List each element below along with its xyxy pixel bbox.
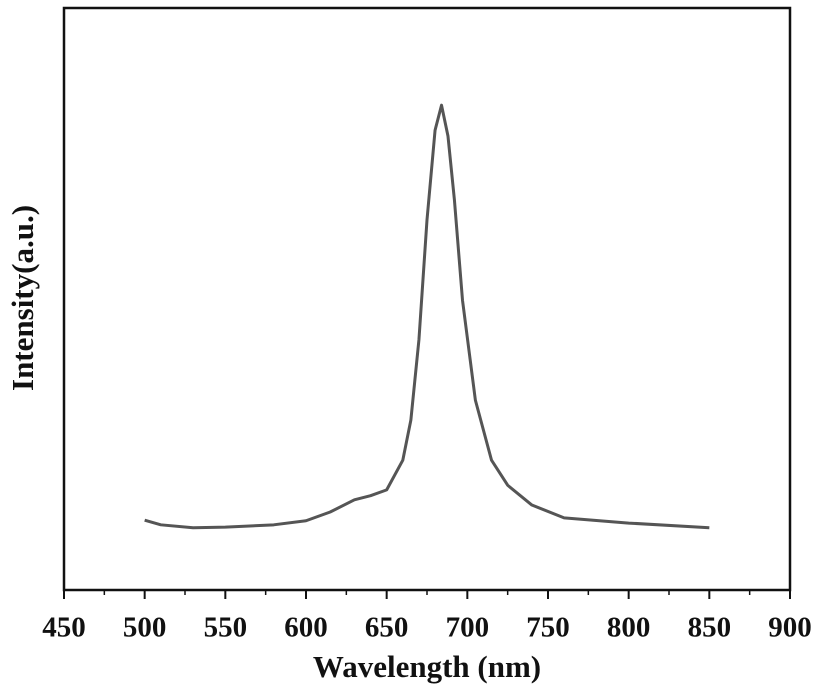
x-tick-label: 750 — [526, 612, 570, 644]
plot-frame — [62, 6, 792, 592]
x-tick-label: 500 — [123, 612, 167, 644]
y-axis-title: Intensity(a.u.) — [5, 205, 40, 391]
x-tick-label: 800 — [607, 612, 651, 644]
x-tick-label: 850 — [688, 612, 732, 644]
x-axis-title: Wavelength (nm) — [313, 649, 541, 684]
x-tick-label: 650 — [365, 612, 409, 644]
x-tick-label: 600 — [284, 612, 328, 644]
x-tick-label: 900 — [768, 612, 812, 644]
x-tick-label: 700 — [446, 612, 490, 644]
x-tick-label: 450 — [42, 612, 86, 644]
spectrum-line — [144, 103, 710, 530]
x-tick-label: 550 — [204, 612, 248, 644]
